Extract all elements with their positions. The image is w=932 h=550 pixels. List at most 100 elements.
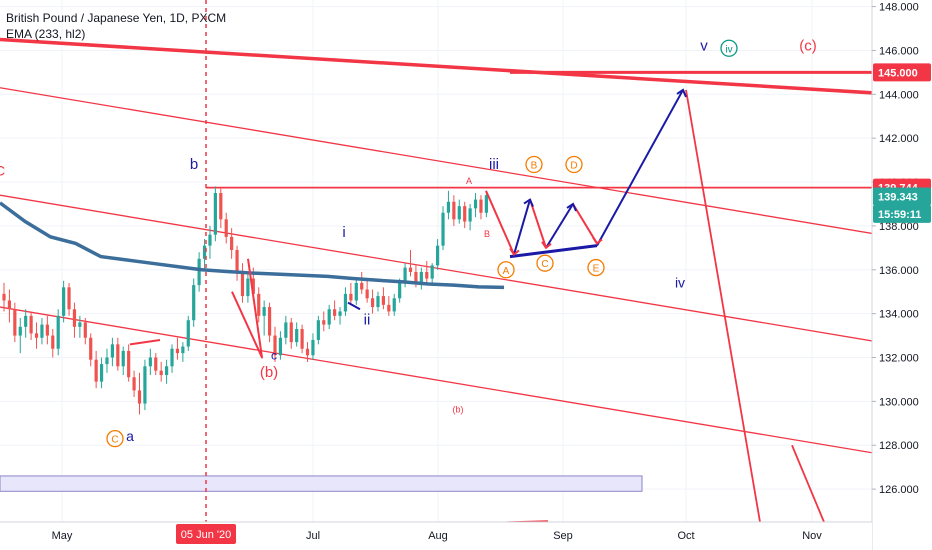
candle-body — [137, 390, 142, 404]
time-axis-bg — [0, 522, 872, 550]
candle-body — [273, 335, 277, 356]
candle — [284, 315, 288, 345]
wave-label: iii — [489, 156, 499, 173]
arrow-head — [523, 198, 534, 207]
ema-line — [0, 201, 505, 290]
candle — [316, 315, 320, 345]
price-label-badge — [873, 204, 931, 223]
time-tick-label: Nov — [802, 530, 822, 542]
price-tick-label: 146.000 — [879, 45, 919, 57]
candle-body — [468, 208, 472, 222]
candle — [186, 315, 190, 351]
candlestick-series — [2, 186, 488, 415]
channel-line — [0, 306, 932, 464]
wave-label: a — [126, 428, 134, 444]
candle — [479, 195, 483, 220]
arrow-head — [676, 88, 687, 98]
candle — [89, 333, 93, 367]
wave-path-d — [545, 203, 574, 249]
candle — [257, 287, 261, 323]
candle-body — [208, 234, 212, 246]
candle-body — [40, 324, 44, 338]
price-label-badge — [873, 187, 931, 206]
candle — [436, 239, 440, 270]
candle-body — [148, 357, 152, 367]
candle-body — [436, 245, 440, 266]
candle — [278, 331, 283, 360]
candle-body — [267, 307, 272, 336]
circle-label: C — [536, 254, 554, 272]
candle-body — [414, 271, 418, 283]
candle-body — [446, 201, 451, 213]
candle — [311, 333, 315, 360]
candle-body — [89, 337, 93, 360]
candle-body — [295, 328, 299, 343]
candle-body — [105, 357, 109, 365]
candle — [387, 296, 391, 316]
candle-body — [72, 309, 77, 327]
candle — [360, 271, 364, 294]
candle — [419, 267, 423, 290]
candle — [246, 271, 250, 303]
candle — [13, 302, 17, 343]
channel-line — [0, 87, 932, 245]
wave-label: (b) — [260, 364, 278, 381]
candle — [463, 201, 467, 229]
wave-label: c — [271, 349, 277, 363]
candle-body — [94, 359, 98, 382]
candle-body — [278, 337, 283, 356]
candle-body — [338, 311, 342, 316]
candle-body — [186, 320, 190, 347]
candle — [208, 225, 212, 259]
candle — [392, 293, 396, 316]
candle-body — [175, 348, 180, 354]
price-tick-label: 138.000 — [879, 221, 919, 233]
candle — [7, 289, 12, 323]
candle-body — [392, 298, 396, 312]
circle-label: iv — [720, 39, 738, 57]
candle-body — [262, 307, 266, 316]
candle — [67, 282, 71, 316]
candle — [354, 278, 358, 305]
candle — [235, 245, 239, 281]
candle — [197, 252, 201, 292]
candle — [381, 287, 385, 310]
candle — [154, 353, 158, 376]
candle-body — [327, 309, 331, 325]
circle-text: C — [111, 435, 118, 446]
price-tick-label: 144.000 — [879, 89, 919, 101]
candle-body — [7, 300, 12, 310]
candle — [343, 287, 348, 316]
candle — [376, 291, 380, 312]
date-marker-badge — [176, 524, 236, 544]
candle — [192, 278, 196, 327]
candle-body — [360, 282, 364, 290]
date-marker-label: 05 Jun '20 — [181, 529, 231, 541]
wave-path-v — [596, 89, 684, 247]
candle — [45, 315, 49, 345]
candle-body — [316, 320, 320, 340]
candle — [99, 357, 104, 389]
candle-body — [240, 271, 245, 297]
candle-body — [305, 348, 310, 356]
circle-text: C — [541, 259, 548, 270]
candle-body — [213, 193, 217, 235]
projection-line — [685, 89, 761, 523]
arrow-head — [541, 241, 552, 250]
candle — [240, 263, 245, 303]
candle — [148, 348, 152, 376]
candle-body — [165, 366, 169, 376]
candle — [137, 372, 142, 415]
candle — [40, 318, 44, 345]
price-label-text: 145.000 — [878, 67, 918, 79]
wave-path-e — [572, 203, 598, 244]
candle — [230, 228, 234, 259]
candle-body — [51, 335, 55, 349]
circle-ring — [587, 258, 605, 277]
candle-body — [398, 282, 402, 299]
candle — [24, 309, 28, 338]
wave-label: C — [0, 162, 5, 178]
